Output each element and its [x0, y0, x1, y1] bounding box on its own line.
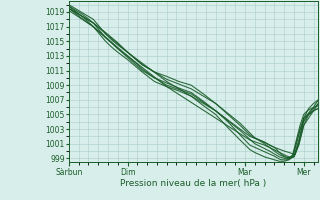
- X-axis label: Pression niveau de la mer( hPa ): Pression niveau de la mer( hPa ): [120, 179, 267, 188]
